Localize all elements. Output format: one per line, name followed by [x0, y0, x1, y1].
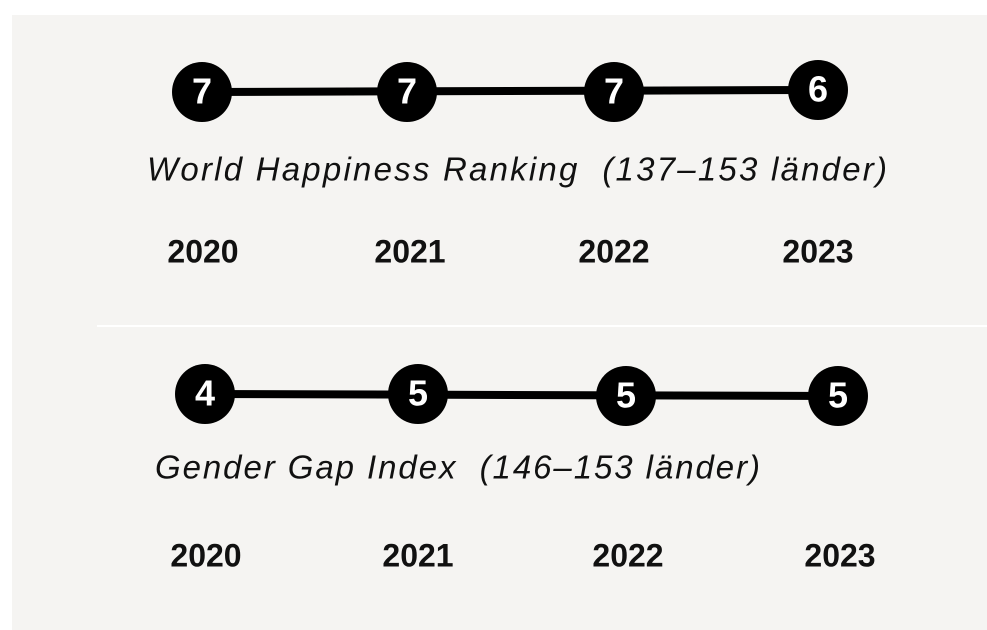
rank: 5 — [408, 373, 428, 414]
panel: 7 7 7 6 World Happiness Ranking (137–153… — [147, 60, 887, 269]
rank-circle — [377, 62, 437, 122]
rank-circle — [788, 60, 848, 120]
rank: 7 — [192, 71, 212, 112]
rank-circle — [808, 366, 868, 426]
year: 2020 — [170, 537, 241, 573]
year: 2020 — [167, 233, 238, 269]
rank: 4 — [195, 373, 215, 414]
rank: 5 — [616, 375, 636, 416]
index-label: Gender Gap Index (146–153 länder) — [155, 449, 760, 486]
rank: 5 — [828, 375, 848, 416]
connector — [201, 86, 819, 96]
year: 2022 — [592, 537, 663, 573]
year: 2023 — [804, 537, 875, 573]
year: 2022 — [578, 233, 649, 269]
rank-circle — [175, 364, 235, 424]
panel: 4 5 5 5 Gender Gap Index (146–153 länder… — [155, 364, 876, 573]
year: 2021 — [382, 537, 453, 573]
index-label: World Happiness Ranking (137–153 länder) — [147, 151, 887, 188]
connector — [204, 390, 839, 400]
rank: 7 — [604, 71, 624, 112]
year: 2021 — [374, 233, 445, 269]
rank-circle — [584, 62, 644, 122]
rank: 6 — [808, 69, 828, 110]
year: 2023 — [782, 233, 853, 269]
rank: 7 — [397, 71, 417, 112]
rank-circle — [172, 62, 232, 122]
rank-circle — [388, 364, 448, 424]
rank-circle — [596, 366, 656, 426]
